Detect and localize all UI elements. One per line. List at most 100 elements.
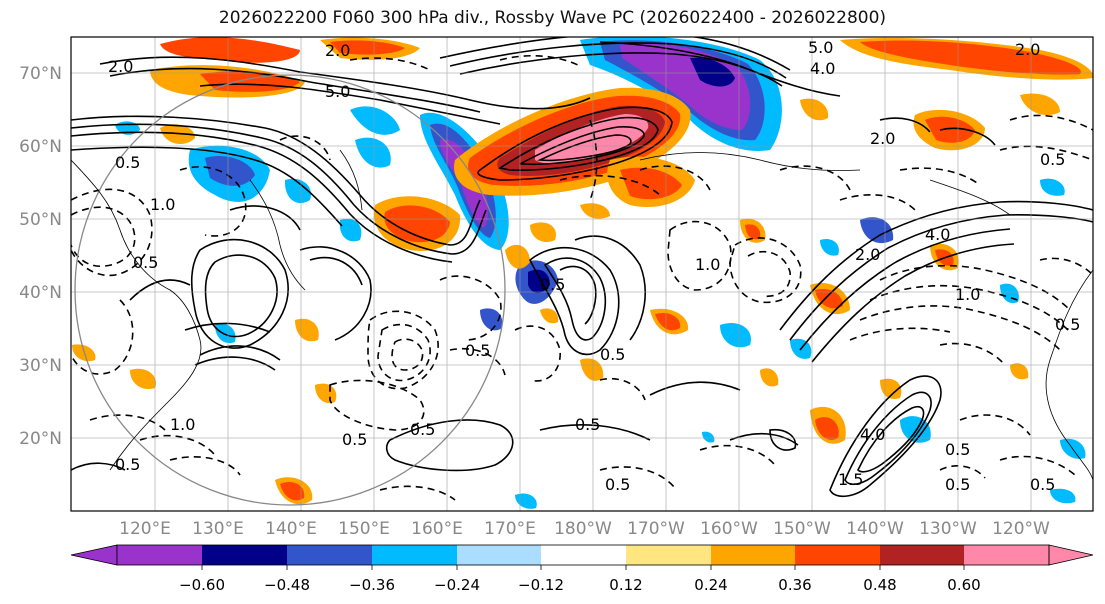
colorbar-tick-label: −0.12 [518, 576, 564, 594]
lat-label: 20°N [19, 429, 62, 449]
shading-blob [580, 203, 610, 219]
shading-blob [480, 308, 503, 331]
lat-label: 30°N [19, 356, 62, 376]
contour-label: 2.0 [108, 57, 133, 76]
contour-label: 0.5 [1040, 150, 1065, 169]
colorbar-tick-label: −0.36 [349, 576, 395, 594]
contour-label: 2.0 [870, 129, 895, 148]
colorbar-segment [795, 545, 880, 565]
shading-blob [702, 431, 715, 443]
shading-blob [760, 368, 779, 387]
colorbar-extend-right [1048, 544, 1094, 566]
colorbar: −0.60 −0.48 −0.36 −0.24 −0.12 0.12 0.24 … [70, 544, 1094, 594]
shading-blob [815, 288, 843, 309]
shading-blob [860, 40, 1081, 75]
shading-blob [315, 383, 337, 404]
contour-label: 0.5 [540, 275, 565, 294]
lat-label: 60°N [19, 137, 62, 157]
shading-blob [205, 155, 255, 186]
lon-label: 170°W [627, 519, 685, 539]
shading-blob [925, 116, 975, 143]
shading-blob [160, 37, 300, 63]
rwpc-dashed-contours [71, 54, 1093, 501]
shading-blob [350, 106, 400, 135]
shading-blob [130, 368, 156, 390]
lon-label: 170°E [484, 519, 536, 539]
colorbar-segment [117, 545, 202, 565]
contour-label: 0.5 [600, 345, 625, 364]
shading-blob [215, 323, 236, 344]
contour-labels: 2.0 2.0 5.0 4.0 5.0 2.0 2.0 4.0 0.5 0.5 … [108, 38, 1080, 494]
contour-label: 2.0 [855, 245, 880, 264]
coastlines [71, 149, 1093, 481]
contour-label: 4.0 [860, 425, 885, 444]
contour-label: 0.5 [133, 253, 158, 272]
shading-blob [505, 244, 530, 269]
colorbar-segment [457, 545, 541, 565]
colorbar-extend-left [70, 544, 118, 566]
shading-blob [1040, 178, 1065, 196]
lon-label: 130°E [192, 519, 244, 539]
contour-label: 1.0 [150, 195, 175, 214]
lon-label: 130°W [919, 519, 977, 539]
shading-blob [815, 417, 839, 440]
contour-label: 4.0 [925, 225, 950, 244]
shading-blob [280, 481, 305, 501]
lon-label: 150°E [338, 519, 390, 539]
shading-blob [530, 222, 556, 243]
shading-blob [540, 308, 559, 324]
shading-blob [620, 167, 682, 200]
shading-blob [1010, 363, 1029, 380]
colorbar-segment [711, 545, 795, 565]
contour-label: 1.0 [955, 285, 980, 304]
colorbar-segment [880, 545, 964, 565]
rwpc-contours [71, 37, 1093, 498]
shading-blob [284, 178, 311, 204]
colorbar-tick-label: 0.24 [694, 576, 727, 594]
colorbar-segment [626, 545, 711, 565]
contour-label: 1.5 [838, 470, 863, 489]
colorbar-tick-label: −0.60 [179, 576, 225, 594]
colorbar-segment [372, 545, 457, 565]
contour-label: 0.5 [945, 475, 970, 494]
lon-label: 140°W [846, 519, 904, 539]
lat-label: 70°N [19, 64, 62, 84]
lon-label: 150°W [773, 519, 831, 539]
shading-blob [800, 98, 829, 121]
lon-label: 120°E [119, 519, 171, 539]
lon-label: 160°E [411, 519, 463, 539]
contour-label: 0.5 [605, 475, 630, 494]
contour-label: 0.5 [342, 430, 367, 449]
colorbar-tick-label: 0.48 [863, 576, 896, 594]
shading-blob [580, 358, 604, 381]
colorbar-tick-label: 0.12 [609, 576, 642, 594]
contour-label: 0.5 [575, 415, 600, 434]
shading-blob [745, 224, 761, 240]
lon-label: 180°W [554, 519, 612, 539]
colorbar-segment [287, 545, 372, 565]
colorbar-tick-label: 0.60 [947, 576, 980, 594]
contour-label: 4.0 [810, 59, 835, 78]
plot-frame [70, 36, 1094, 512]
contour-label: 5.0 [808, 38, 833, 57]
shading-blob [720, 322, 751, 348]
contour-label: 0.5 [1055, 315, 1080, 334]
shading-blob [330, 40, 405, 55]
contour-label: 2.0 [1015, 40, 1040, 59]
contour-label: 0.5 [115, 153, 140, 172]
contour-label: 0.5 [945, 440, 970, 459]
colorbar-segment [202, 545, 287, 565]
shading-blob [339, 218, 362, 242]
colorbar-segment [541, 545, 626, 565]
contour-label: 0.5 [465, 341, 490, 360]
shading-blob [515, 493, 537, 509]
region-circle [74, 74, 506, 506]
graticule [71, 37, 1093, 511]
colorbar-tick-label: −0.24 [434, 576, 480, 594]
contour-label: 1.0 [695, 255, 720, 274]
contour-label: 0.5 [115, 455, 140, 474]
lon-label: 140°E [265, 519, 317, 539]
contour-label: 0.5 [1030, 475, 1055, 494]
latitude-labels: 70°N 60°N 50°N 40°N 30°N 20°N [19, 64, 62, 449]
